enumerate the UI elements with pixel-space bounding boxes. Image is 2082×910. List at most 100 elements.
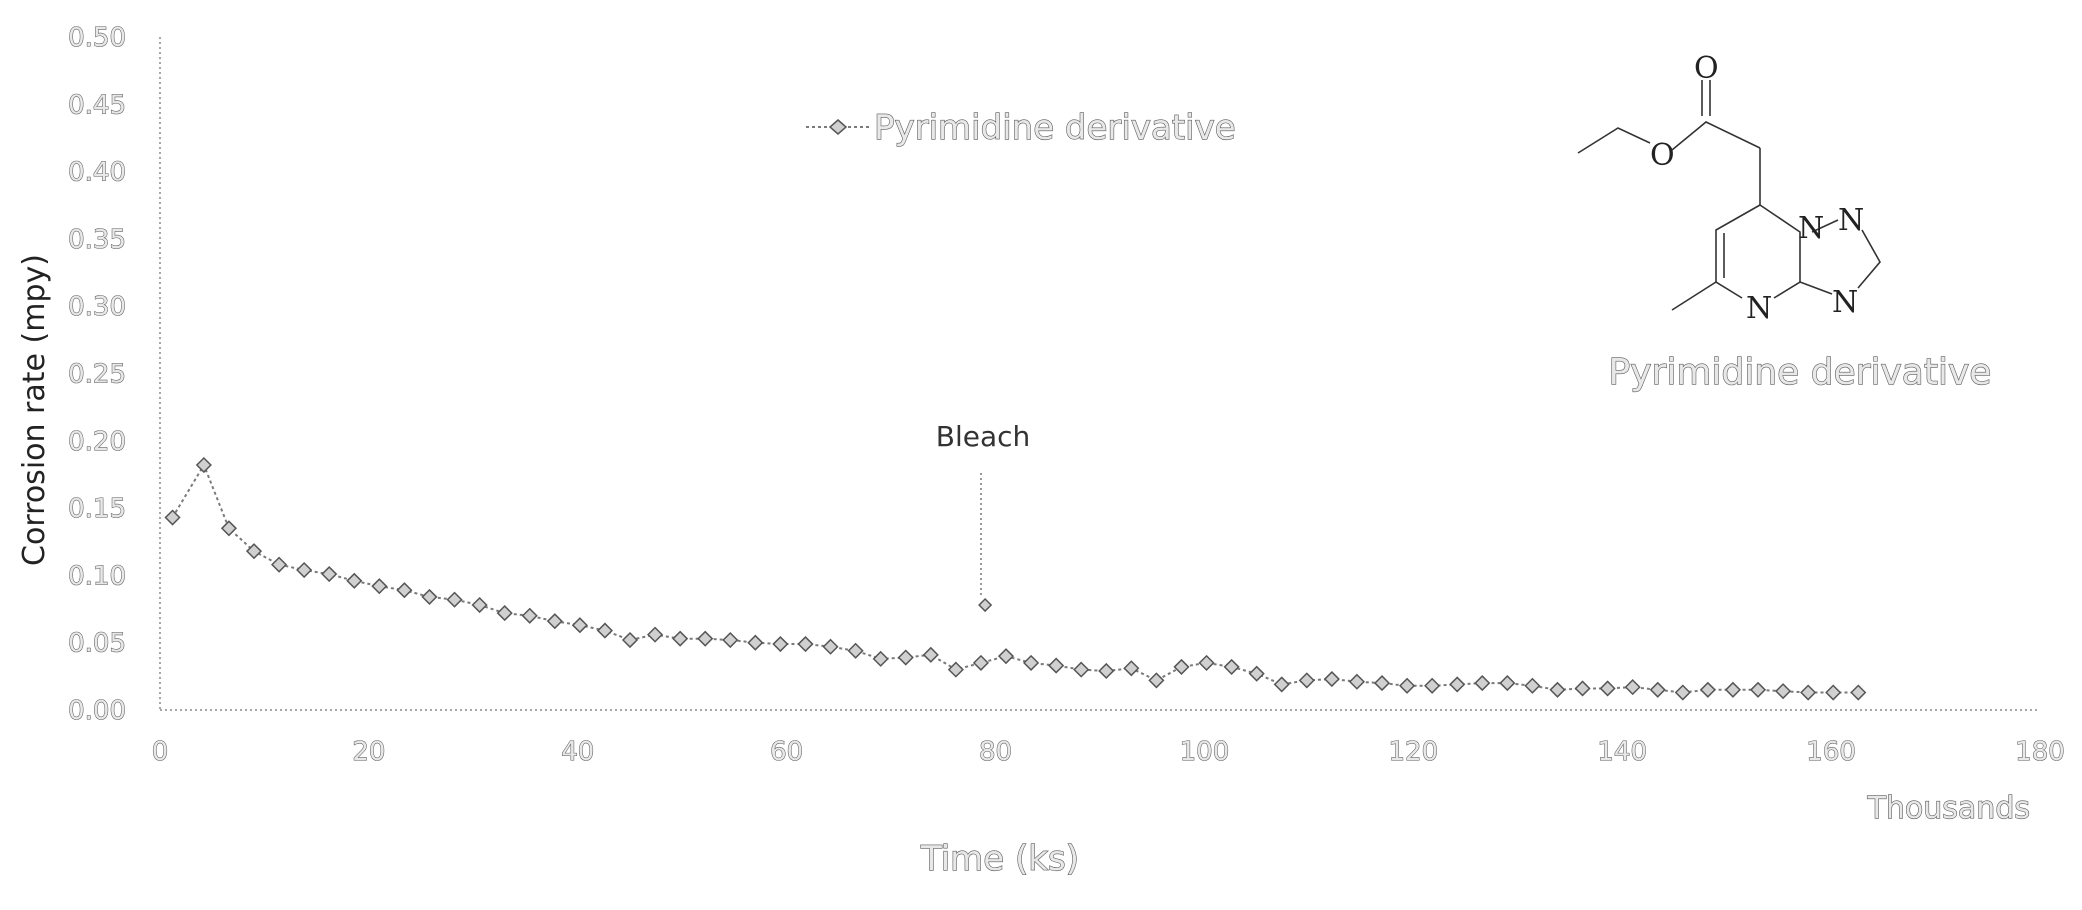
data-point: [872, 650, 889, 667]
data-point: [521, 607, 538, 624]
data-point: [1098, 662, 1115, 680]
data-point: [822, 638, 839, 655]
data-point: [1674, 684, 1691, 701]
data-point: [446, 591, 463, 608]
x-tick-label: 100: [1180, 737, 1230, 767]
data-point: [596, 622, 613, 639]
data-point: [1724, 681, 1741, 698]
y-tick-label: 0.15: [68, 494, 126, 524]
data-point: [1073, 661, 1090, 678]
bond-pyrimidine-ring: [1715, 204, 1801, 299]
data-point: [164, 509, 181, 526]
data-point: [1198, 654, 1215, 671]
data-point: [1749, 681, 1767, 698]
data-point: [972, 654, 989, 671]
x-axis-units-note: Thousands: [1867, 791, 2030, 826]
data-point: [1148, 672, 1165, 689]
data-point: [1599, 680, 1616, 697]
x-tick-label: 140: [1597, 737, 1647, 767]
data-point: [1373, 675, 1391, 692]
data-point: [396, 582, 413, 599]
data-point: [220, 520, 237, 537]
data-point: [1399, 677, 1416, 694]
data-point: [1549, 681, 1566, 698]
atom-nitrogen-2: N: [1838, 203, 1864, 238]
atom-nitrogen-3: N: [1746, 291, 1772, 326]
data-point: [1800, 684, 1817, 701]
data-point: [371, 578, 388, 595]
legend-marker: [828, 119, 848, 135]
data-point: [1449, 676, 1466, 693]
annotation-bleach-label: Bleach: [936, 420, 1031, 453]
data-point: [321, 565, 338, 583]
y-tick-label: 0.00: [68, 696, 126, 726]
y-tick-label: 0.25: [68, 360, 126, 390]
data-point: [1348, 673, 1365, 690]
y-tick-label: 0.50: [68, 23, 126, 53]
x-tick-label: 180: [2015, 737, 2065, 767]
y-axis-ticks: 0.00 0.05 0.10 0.15 0.20 0.25 0.30 0.35 0.40 0.45…: [68, 22, 127, 726]
data-point: [1023, 654, 1040, 671]
bond-carbonyl: [1701, 80, 1711, 116]
data-point: [621, 631, 639, 649]
x-axis-title: Time (ks): [920, 839, 1079, 879]
data-point: [747, 634, 764, 651]
atom-nitrogen-1: N: [1798, 211, 1824, 246]
data-point: [1574, 680, 1591, 697]
bond-ester: [1671, 121, 1761, 151]
x-tick-label: 40: [561, 737, 594, 767]
x-tick-label: 80: [979, 737, 1012, 767]
data-point: [1323, 670, 1340, 688]
data-point: [1474, 675, 1491, 692]
data-point: [1273, 676, 1290, 693]
bond-methyl: [1671, 281, 1717, 311]
data-point: [296, 561, 313, 579]
atom-nitrogen-4: N: [1832, 285, 1858, 320]
y-tick-label: 0.30: [68, 292, 126, 322]
legend-label: Pyrimidine derivative: [874, 108, 1236, 148]
data-point: [1248, 665, 1265, 682]
inset-structure-label: Pyrimidine derivative: [1609, 352, 1992, 393]
data-point: [697, 630, 714, 647]
annotation-bleach-marker: [978, 597, 993, 613]
x-tick-label: 160: [1806, 737, 1856, 767]
series-pyrimidine-derivative: [164, 456, 1867, 701]
data-point: [672, 630, 689, 647]
atom-oxygen-carbonyl: O: [1694, 51, 1719, 86]
y-axis-title: Corrosion rate (mpy): [17, 254, 52, 566]
y-tick-label: 0.45: [68, 90, 126, 120]
data-point: [997, 648, 1015, 665]
data-point: [496, 605, 513, 622]
series-line: [171, 462, 1859, 694]
x-tick-label: 60: [770, 737, 803, 767]
data-point: [195, 456, 212, 474]
data-point: [772, 635, 789, 653]
data-point: [722, 631, 739, 649]
data-point: [1699, 681, 1716, 698]
data-point: [647, 626, 664, 643]
data-point: [421, 588, 438, 605]
data-point: [271, 556, 288, 573]
data-point: [546, 613, 563, 630]
data-point: [1775, 683, 1792, 700]
x-tick-label: 20: [352, 737, 385, 767]
x-axis-ticks: 0 20 40 60 80 100 120 140 160 180: [151, 736, 2065, 767]
data-point: [947, 661, 964, 678]
data-point: [1524, 677, 1541, 694]
data-point: [1298, 672, 1315, 689]
y-tick-label: 0.35: [68, 225, 126, 255]
data-point: [571, 617, 588, 634]
data-point: [1649, 681, 1666, 698]
data-point: [1424, 677, 1441, 694]
atom-oxygen-ester: O: [1650, 138, 1675, 173]
y-tick-label: 0.05: [68, 629, 126, 659]
bleach-annotation: Bleach: [936, 420, 1031, 613]
bond-triazole-ring: [1799, 219, 1881, 295]
inset-chemical-structure: O O N N N N Pyrimidine derivative: [1577, 51, 1992, 394]
data-point: [897, 649, 914, 666]
data-point: [346, 572, 363, 589]
x-tick-label: 0: [152, 737, 169, 767]
data-point: [245, 543, 263, 560]
data-point: [1173, 658, 1190, 675]
